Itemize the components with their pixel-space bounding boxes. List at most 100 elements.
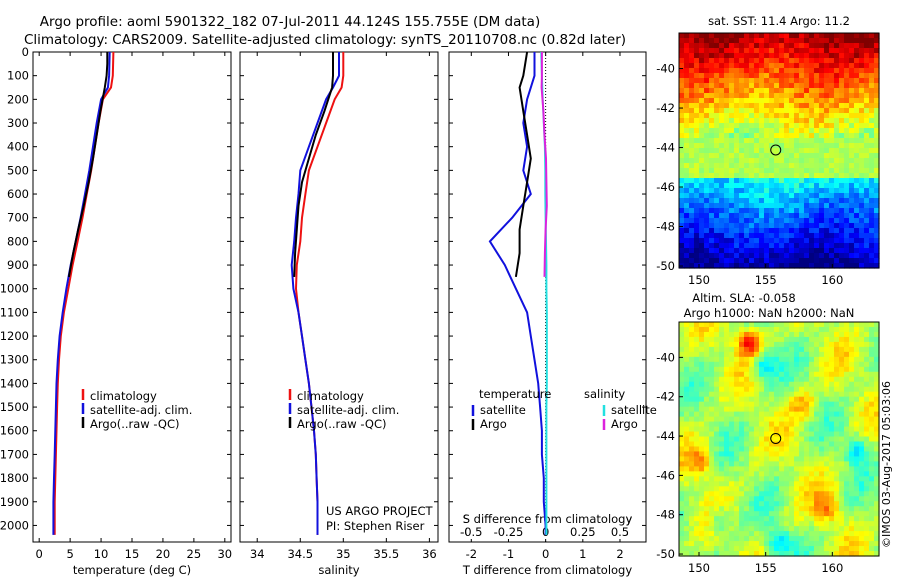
y-tick-label: 1000 xyxy=(0,282,29,296)
legend-label: satellite xyxy=(611,403,657,417)
x-tick-label: 155 xyxy=(755,273,777,287)
pi-label: PI: Stephen Riser xyxy=(326,519,425,533)
x-tick-label: 2 xyxy=(616,547,623,561)
series-line-argo xyxy=(514,51,532,278)
y-tick-label: -50 xyxy=(656,547,675,561)
y-tick-label: 1500 xyxy=(0,400,29,414)
x-tick-label: 30 xyxy=(217,547,232,561)
x-tick-label: 0 xyxy=(36,547,43,561)
s-tick-label: -0.5 xyxy=(460,525,482,539)
map-title: sat. SST: 11.4 Argo: 11.2 xyxy=(708,14,850,28)
map-subtitle: Argo h1000: NaN h2000: NaN xyxy=(684,306,855,320)
x-tick-label: 150 xyxy=(688,273,710,287)
difference-panel: -2 -1 0 1 2 T difference from climatology -0.5… xyxy=(448,51,657,577)
y-tick-label: 900 xyxy=(7,258,29,272)
series-line-satellite-adj-clim- xyxy=(52,51,111,535)
sst-map-panel: 150 155 160 -40 -42 -44 -46 -48 -50 sat. SST: 11.… xyxy=(656,14,880,287)
x-axis-label: temperature (deg C) xyxy=(73,563,191,577)
x-axis-label: T difference from climatology xyxy=(462,563,633,577)
series-line-argo-raw-qc- xyxy=(293,52,334,277)
legend-label: climatology xyxy=(90,389,157,403)
y-tick-label: 1900 xyxy=(0,495,29,509)
legend-header-temperature: temperature xyxy=(479,387,551,401)
salinity-panel: 34 34.5 35 35.5 36 salinity climatologysatelli… xyxy=(239,51,439,577)
project-label: US ARGO PROJECT xyxy=(326,504,434,518)
x-tick-label: 34.5 xyxy=(287,547,313,561)
y-tick-label: 2000 xyxy=(0,518,29,532)
legend-label: climatology xyxy=(297,389,364,403)
x-tick-label: 20 xyxy=(156,547,171,561)
y-tick-label: -44 xyxy=(656,141,675,155)
y-tick-label: 1400 xyxy=(0,376,29,390)
x-tick-label: 15 xyxy=(125,547,140,561)
x-tick-label: 1 xyxy=(579,547,586,561)
series-line-argo-raw-qc- xyxy=(67,52,109,278)
legend-header-salinity: salinity xyxy=(584,387,625,401)
x-tick-label: 160 xyxy=(821,561,843,575)
y-tick-label: -48 xyxy=(656,508,675,522)
plot-frame xyxy=(239,51,439,543)
x-tick-label: -2 xyxy=(466,547,477,561)
y-tick-label: 800 xyxy=(7,234,29,248)
y-tick-label: 1300 xyxy=(0,353,29,367)
x-tick-label: -1 xyxy=(503,547,514,561)
y-tick-label: -40 xyxy=(656,350,675,364)
y-tick-label: 500 xyxy=(7,163,29,177)
legend-label: satellite-adj. clim. xyxy=(90,403,192,417)
x-tick-label: 5 xyxy=(66,547,73,561)
x-tick-label: 0 xyxy=(542,547,549,561)
temperature-panel: 0 5 10 15 20 25 30 temperature (deg C) 0 100 200 30… xyxy=(0,45,232,577)
s-tick-label: 0.5 xyxy=(611,525,629,539)
series-line-argo xyxy=(540,52,548,277)
legend-label: Argo(..raw -QC) xyxy=(297,417,387,431)
y-tick-label: -48 xyxy=(656,220,675,234)
x-axis-label: salinity xyxy=(318,563,359,577)
legend-label: Argo(..raw -QC) xyxy=(90,417,180,431)
y-tick-label: -40 xyxy=(656,62,675,76)
y-tick-label: 700 xyxy=(7,211,29,225)
x-tick-label: 25 xyxy=(187,547,202,561)
x-tick-label: 160 xyxy=(821,273,843,287)
map-frame xyxy=(678,32,880,269)
y-tick-label: 1200 xyxy=(0,329,29,343)
x-tick-label: 35.5 xyxy=(374,547,400,561)
y-tick-label: 1100 xyxy=(0,305,29,319)
y-tick-label: 0 xyxy=(22,45,29,59)
s-tick-label: -0.25 xyxy=(494,525,524,539)
s-tick-label: 0.25 xyxy=(570,525,596,539)
y-tick-label: -44 xyxy=(656,429,675,443)
x-tick-label: 155 xyxy=(755,561,777,575)
y-tick-label: -42 xyxy=(656,101,675,115)
x-tick-label: 10 xyxy=(94,547,109,561)
legend-label: satellite xyxy=(480,403,526,417)
map-frame xyxy=(678,321,880,557)
x-tick-label: 150 xyxy=(688,561,710,575)
s-axis-label: S difference from climatology xyxy=(463,512,633,526)
sst-heatmap-cells xyxy=(679,33,880,269)
imos-watermark: ©IMOS 03-Aug-2017 05:03:06 xyxy=(880,381,893,548)
y-tick-label: 1600 xyxy=(0,424,29,438)
sla-map-panel: 150 155 160 -40 -42 -44 -46 -48 -50 Altim. SLA: -… xyxy=(656,291,880,575)
legend-label: satellite-adj. clim. xyxy=(297,403,399,417)
y-tick-label: 600 xyxy=(7,187,29,201)
sla-heatmap-cells xyxy=(679,322,880,557)
map-title: Altim. SLA: -0.058 xyxy=(692,291,796,305)
x-tick-label: 36 xyxy=(422,547,437,561)
x-tick-label: 34 xyxy=(250,547,265,561)
y-tick-label: 1800 xyxy=(0,471,29,485)
y-tick-label: 400 xyxy=(7,140,29,154)
y-tick-label: -46 xyxy=(656,180,675,194)
argo-position-marker xyxy=(770,432,782,444)
y-tick-label: 300 xyxy=(7,116,29,130)
y-tick-label: -50 xyxy=(656,259,675,273)
y-tick-label: -46 xyxy=(656,468,675,482)
plot-frame xyxy=(32,51,232,543)
argo-position-marker xyxy=(770,144,782,156)
series-line-satellite xyxy=(488,52,547,535)
series-line-satellite-adj-clim- xyxy=(290,52,340,535)
y-tick-label: 1700 xyxy=(0,447,29,461)
y-tick-label: 200 xyxy=(7,92,29,106)
legend-label: Argo xyxy=(611,417,638,431)
legend-label: Argo xyxy=(480,417,507,431)
